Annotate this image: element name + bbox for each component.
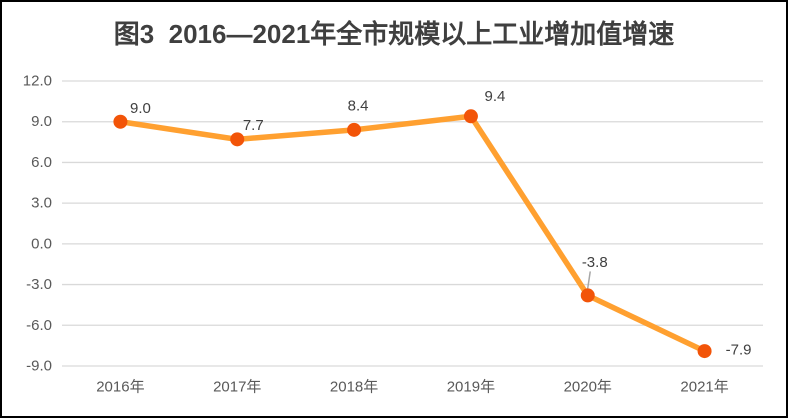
- data-point-label: 9.0: [130, 100, 151, 117]
- data-point-marker: [113, 114, 128, 129]
- y-axis-tick-label: 12.0: [23, 73, 52, 90]
- y-axis-tick-label: 6.0: [31, 154, 52, 171]
- y-axis-tick-label: 0.0: [31, 235, 52, 252]
- label-leader-line: [586, 271, 591, 292]
- series-line: [117, 113, 708, 354]
- data-point-marker: [697, 344, 712, 359]
- x-axis-category-label: 2016年: [96, 379, 144, 396]
- y-axis-tick-label: 9.0: [31, 113, 52, 130]
- y-axis-tick-label: 3.0: [31, 195, 52, 212]
- y-axis-tick-label: -9.0: [26, 358, 52, 375]
- x-axis-category-label: 2017年: [213, 379, 261, 396]
- data-point-label: 7.7: [243, 117, 264, 134]
- data-point-label: -3.8: [582, 254, 608, 271]
- x-axis-category-label: 2019年: [447, 379, 495, 396]
- data-point-marker: [463, 109, 478, 124]
- x-axis-category-label: 2021年: [680, 379, 728, 396]
- data-point-marker: [230, 132, 245, 147]
- data-point-marker: [580, 288, 595, 303]
- y-axis-tick-label: -6.0: [26, 317, 52, 334]
- x-axis-category-label: 2018年: [330, 379, 378, 396]
- chart-title: 图3 2016—2021年全市规模以上工业增加值增速: [113, 19, 675, 49]
- x-axis-category-label: 2020年: [564, 379, 612, 396]
- data-point-label: -7.9: [726, 342, 752, 359]
- data-point-marker: [347, 122, 362, 137]
- data-point-label: 9.4: [484, 88, 505, 105]
- y-axis-tick-label: -3.0: [26, 276, 52, 293]
- data-point-label: 8.4: [348, 97, 369, 114]
